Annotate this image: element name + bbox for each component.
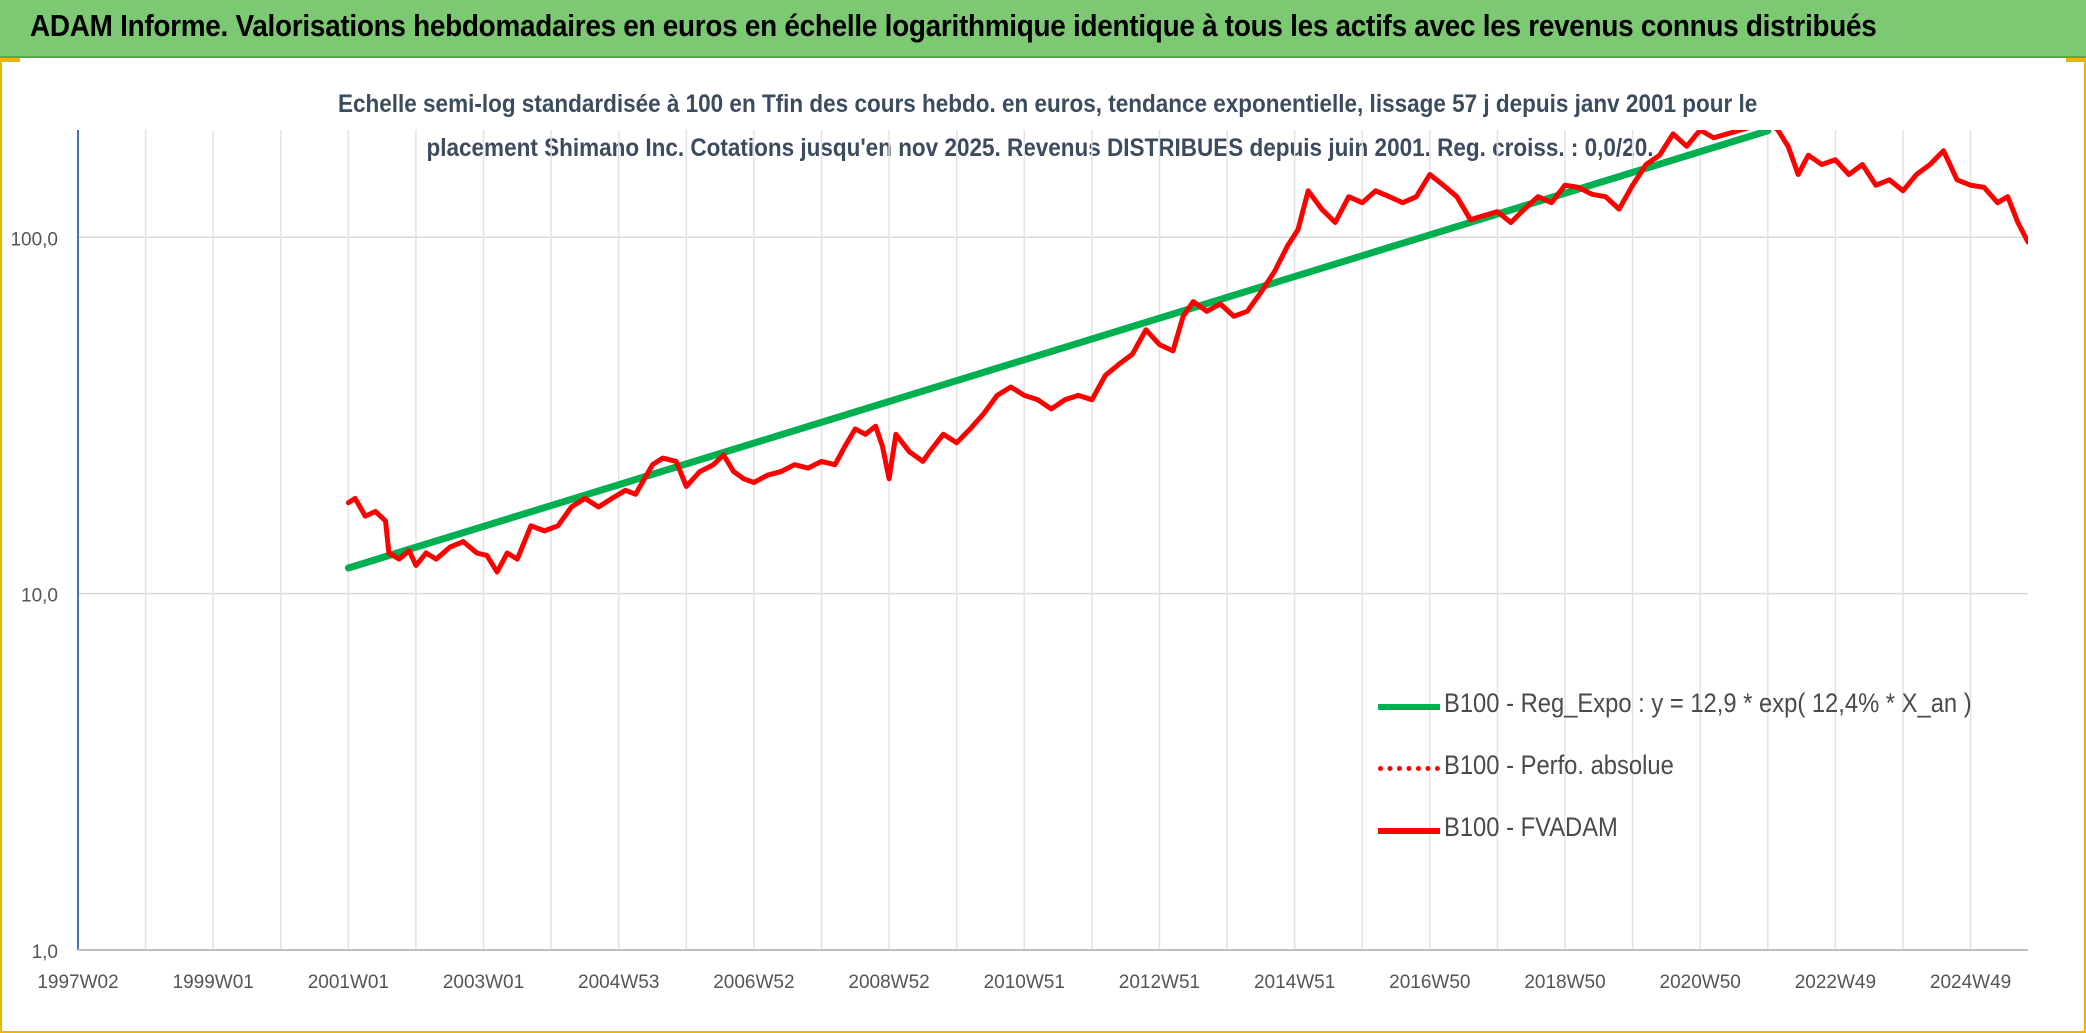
x-tick-label: 2008W52 [848, 972, 929, 993]
x-tick-label: 2004W53 [578, 972, 659, 993]
chart-series [344, 130, 2028, 575]
chart-title-line-2: placement Shimano Inc. Cotations jusqu'e… [426, 134, 1654, 162]
y-tick-label: 1,0 [32, 942, 58, 963]
chart-title-line-1: Echelle semi-log standardisée à 100 en T… [338, 90, 1758, 118]
y-tick-label: 100,0 [10, 229, 58, 250]
chart-axes: 1,0 10,0 100,0 1997W02 1999W01 2001W01 2003W01… [10, 130, 2028, 993]
legend-entry-perfo: B100 - Perfo. absolue [1378, 750, 2018, 782]
x-tick-label: 2012W51 [1119, 972, 1200, 993]
x-tick-label: 2020W50 [1660, 972, 1741, 993]
x-tick-label: 2018W50 [1524, 972, 1605, 993]
x-tick-label: 2003W01 [443, 972, 524, 993]
legend-entry-regression: B100 - Reg_Expo : y = 12,9 * exp( 12,4% … [1378, 688, 2018, 720]
x-tick-label: 2022W49 [1795, 972, 1876, 993]
y-tick-label: 10,0 [21, 586, 58, 607]
legend-label-regression: B100 - Reg_Expo : y = 12,9 * exp( 12,4% … [1444, 688, 1972, 718]
x-tick-label: 2006W52 [713, 972, 794, 993]
x-tick-label: 2024W49 [1930, 972, 2011, 993]
series-line-fvadam [345, 130, 2028, 575]
x-tick-label: 1997W02 [37, 972, 118, 993]
x-tick-label: 2010W51 [984, 972, 1065, 993]
legend-swatch-fvadam [1378, 828, 1440, 834]
x-tick-label: 2014W51 [1254, 972, 1335, 993]
legend-swatch-perfo [1378, 766, 1440, 771]
x-tick-label: 2001W01 [308, 972, 389, 993]
x-tick-label: 1999W01 [173, 972, 254, 993]
x-tick-label: 2016W50 [1389, 972, 1470, 993]
legend-label-perfo: B100 - Perfo. absolue [1444, 750, 1674, 780]
legend-swatch-regression [1378, 704, 1440, 710]
header-bar: ADAM Informe. Valorisations hebdomadaire… [0, 0, 2086, 58]
legend-label-fvadam: B100 - FVADAM [1444, 812, 1618, 842]
page-title: ADAM Informe. Valorisations hebdomadaire… [30, 8, 1877, 43]
legend-entry-fvadam: B100 - FVADAM [1378, 812, 2018, 844]
